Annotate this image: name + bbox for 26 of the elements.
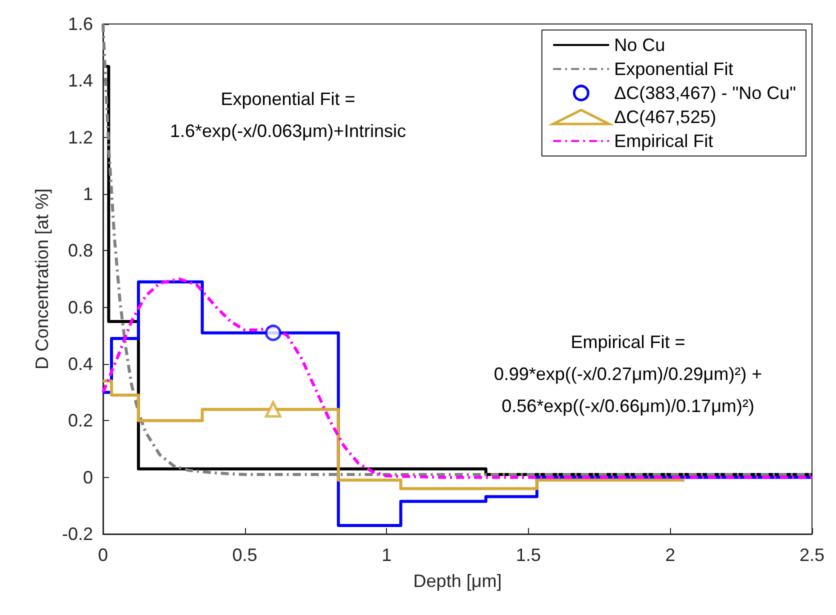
- legend-label: Exponential Fit: [614, 59, 734, 79]
- y-tick-label: 0: [82, 467, 93, 488]
- x-tick-label: 2.5: [799, 545, 825, 565]
- y-tick-label: 0.2: [68, 410, 93, 431]
- y-tick-label: 0.6: [68, 297, 93, 318]
- x-tick-label: 0.5: [232, 545, 258, 565]
- y-tick-label: 1: [82, 184, 93, 204]
- legend-label: No Cu: [614, 35, 666, 55]
- x-tick-label: 1: [382, 545, 392, 565]
- x-tick-label: 0: [98, 545, 108, 565]
- y-tick-label: 1.6: [68, 14, 93, 34]
- x-axis-title: Depth [μm]: [413, 571, 502, 591]
- annotation: Exponential Fit = 1.6*exp(-x/0.063μm)+Intrinsic: [170, 89, 406, 141]
- y-tick-label: 1.4: [68, 70, 93, 91]
- annotation: Empirical Fit = 0.99*exp((-x/0.27μm)/0.29μm)²) + 0.56*exp((-x/0.66μm)/0.17μm)²): [494, 332, 762, 416]
- legend-label: ΔC(467,525): [614, 107, 716, 127]
- y-tick-label: 1.2: [68, 127, 93, 148]
- y-axis-title: D Concentration [at %]: [32, 188, 52, 370]
- legend-label: Empirical Fit: [614, 131, 714, 151]
- y-tick-label: 0.4: [68, 354, 93, 374]
- x-tick-label: 1.5: [516, 545, 541, 565]
- x-tick-label: 2: [665, 545, 676, 565]
- y-tick-label: 0.8: [68, 240, 93, 261]
- y-tick-label: -0.2: [62, 524, 93, 544]
- legend-label: ΔC(383,467) - "No Cu": [614, 83, 796, 103]
- line-series: [102, 278, 814, 479]
